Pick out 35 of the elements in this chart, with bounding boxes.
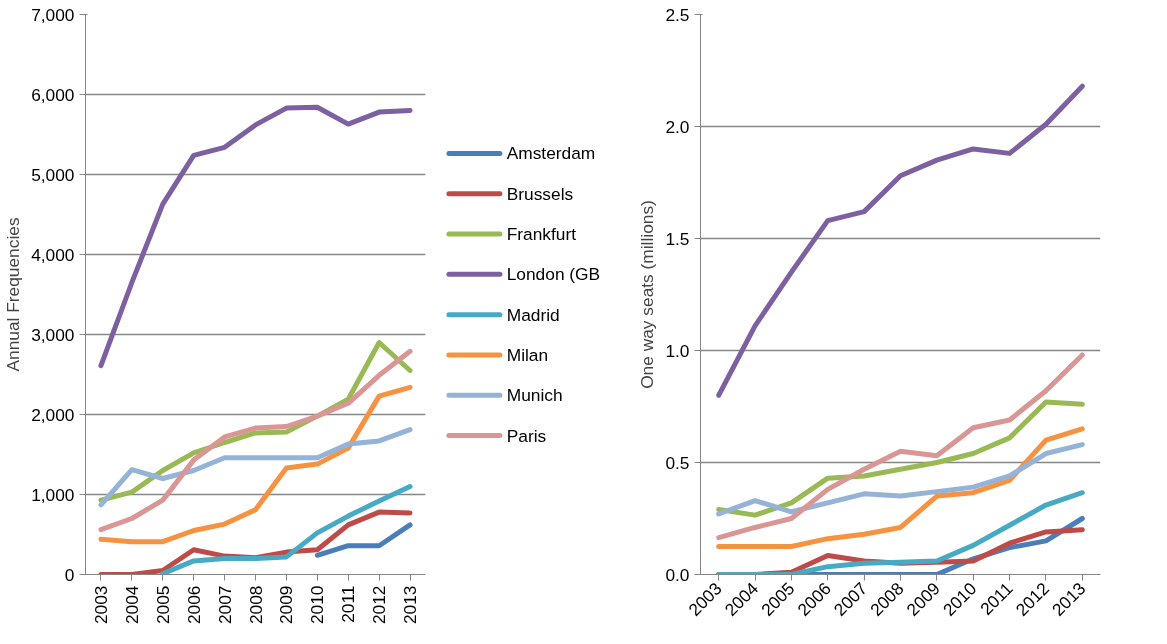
legend-label: Madrid [506, 304, 560, 325]
legend-label: London (GB [506, 264, 601, 285]
x-tick-label: 2003 [90, 585, 111, 625]
x-tick-label: 2006 [183, 585, 204, 625]
y-tick-label: 0.5 [665, 452, 690, 473]
legend-label: Milan [506, 344, 549, 365]
y-tick-label: 3,000 [31, 324, 75, 345]
x-tick-label: 2010 [307, 585, 328, 625]
legend-label: Paris [506, 425, 547, 446]
legend-label: Frankfurt [506, 224, 577, 245]
y-tick-label: 2.5 [665, 4, 690, 25]
x-tick-label: 2013 [400, 585, 421, 625]
y-axis-title: Annual Frequencies [3, 217, 24, 372]
y-tick-label: 1.0 [665, 340, 690, 361]
x-tick-label: 2012 [369, 585, 390, 625]
legend-label: Amsterdam [506, 143, 596, 164]
x-tick-label: 2008 [245, 585, 266, 625]
legend-label: Munich [506, 385, 563, 406]
y-tick-label: 7,000 [31, 4, 75, 25]
x-tick-label: 2004 [121, 585, 142, 625]
y-tick-label: 2.0 [665, 116, 690, 137]
x-tick-label: 2011 [338, 585, 359, 623]
x-tick-label: 2007 [214, 585, 235, 625]
y-tick-label: 5,000 [31, 164, 75, 185]
y-tick-label: 6,000 [31, 84, 75, 105]
y-tick-label: 0 [64, 564, 75, 585]
y-tick-label: 1,000 [31, 484, 75, 505]
x-tick-label: 2005 [152, 585, 173, 625]
y-axis-title: One way seats (millions) [637, 200, 658, 389]
legend-label: Brussels [506, 183, 574, 204]
y-tick-label: 4,000 [31, 244, 75, 265]
x-tick-label: 2009 [276, 585, 297, 625]
y-tick-label: 2,000 [31, 404, 75, 425]
y-tick-label: 0.0 [665, 564, 690, 585]
y-tick-label: 1.5 [665, 228, 690, 249]
